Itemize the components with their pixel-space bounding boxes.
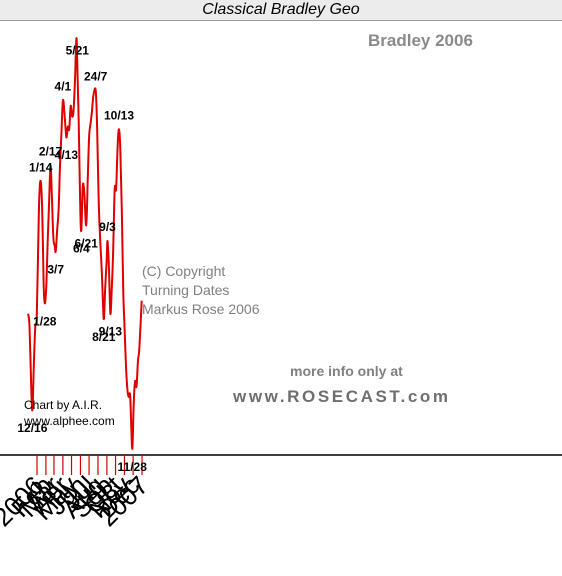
copyright-line-3: Markus Rose 2006: [142, 301, 260, 317]
plot-area: [27, 37, 143, 450]
more-info-text: more info only at: [290, 363, 403, 379]
chart-subtitle: Bradley 2006: [368, 31, 473, 50]
turning-date-label: 9/3: [99, 220, 116, 234]
turning-date-label: 12/16: [17, 421, 47, 435]
bradley-line: [27, 37, 143, 450]
rosecast-website[interactable]: www.ROSECAST.com: [232, 387, 451, 406]
copyright-line-2: Turning Dates: [142, 282, 229, 298]
x-axis: [0, 454, 562, 475]
turning-date-label: 1/28: [33, 314, 57, 328]
turning-date-label: 3/7: [47, 262, 64, 276]
turning-date-label: 11/28: [118, 460, 148, 474]
turning-date-label: 6/4: [73, 242, 90, 256]
x-tick-labels: 2006FebMarAprMayJunJulAugSepOctNovDec200…: [0, 469, 154, 532]
turning-date-label: 4/1: [55, 80, 72, 94]
credit-line-2[interactable]: www.alphee.com: [23, 414, 115, 428]
turning-date-label: 6/21: [75, 236, 99, 250]
turning-date-label: 10/13: [104, 108, 134, 122]
turning-date-label: 2/17: [39, 145, 63, 159]
turning-date-label: 8/21: [92, 330, 116, 344]
chart-title: Classical Bradley Geo: [202, 1, 360, 18]
chart-title-bar: Classical Bradley Geo: [0, 0, 562, 21]
turning-date-labels: 12/16 1/14 1/28 2/17 3/7 4/1 4/13 5/21 6/46/21 24…: [17, 43, 147, 473]
copyright-line-1: (C) Copyright: [142, 263, 225, 279]
credit-line-1: Chart by A.I.R.: [24, 398, 102, 412]
turning-date-label: 5/21: [66, 43, 90, 57]
turning-date-label: 24/7: [84, 69, 108, 83]
turning-date-label: 1/14: [29, 160, 53, 174]
turning-date-label: 9/13: [99, 325, 123, 339]
turning-date-label: 4/13: [55, 148, 79, 162]
